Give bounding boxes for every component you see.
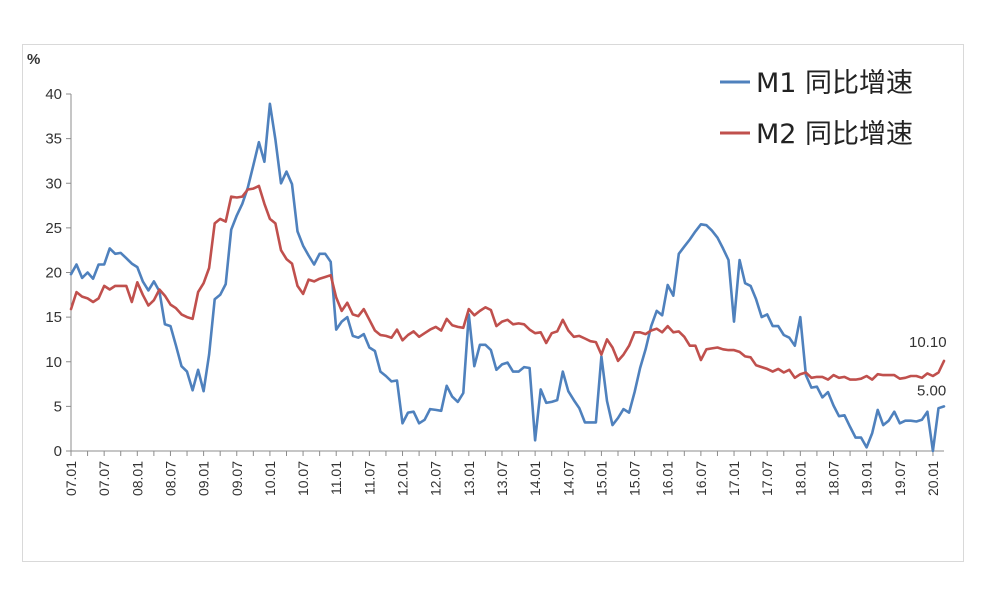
x-tick-label: 18.01 — [792, 461, 808, 496]
x-tick-label: 09.07 — [229, 461, 245, 496]
legend: M1 同比增速 M2 同比增速 — [720, 68, 913, 150]
x-tick-label: 13.07 — [494, 461, 510, 496]
x-tick-label: 10.01 — [262, 461, 278, 496]
y-tick-label: 0 — [54, 443, 62, 460]
x-tick-label: 19.07 — [892, 461, 908, 496]
y-axis-ticks: 0 5 10 15 20 25 30 35 40 — [45, 86, 71, 460]
legend-label-m2: M2 同比增速 — [756, 119, 913, 150]
x-tick-label: 19.01 — [859, 461, 875, 496]
y-tick-label: 5 — [54, 398, 62, 415]
x-tick-label: 20.01 — [925, 461, 941, 496]
y-tick-label: 15 — [45, 309, 62, 326]
x-tick-label: 14.01 — [527, 461, 543, 496]
x-tick-label: 10.07 — [295, 461, 311, 496]
series-lines — [69, 102, 946, 453]
x-tick-label: 16.07 — [693, 461, 709, 496]
x-tick-label: 11.07 — [361, 461, 377, 495]
x-axis-ticks: 07.01 07.07 08.01 08.07 09.01 09.07 10.01 10.07… — [63, 451, 941, 496]
x-tick-label: 16.01 — [660, 461, 676, 496]
y-tick-label: 30 — [45, 175, 62, 192]
x-tick-label: 07.01 — [63, 461, 79, 496]
x-tick-label: 17.07 — [759, 461, 775, 496]
y-tick-label: 25 — [45, 220, 62, 237]
x-tick-label: 17.01 — [726, 461, 742, 496]
y-tick-label: 10 — [45, 354, 62, 371]
x-tick-label: 18.07 — [825, 461, 841, 496]
x-tick-label: 12.01 — [395, 461, 411, 496]
x-tick-label: 07.07 — [96, 461, 112, 496]
x-tick-label: 08.01 — [129, 461, 145, 496]
legend-label-m1: M1 同比增速 — [756, 68, 913, 99]
y-tick-label: 40 — [45, 86, 62, 103]
x-tick-label: 12.07 — [428, 461, 444, 496]
y-axis-unit-label: % — [27, 51, 40, 68]
x-tick-label: 14.07 — [560, 461, 576, 496]
x-tick-label: 11.01 — [328, 461, 344, 495]
x-tick-label: 09.01 — [196, 461, 212, 496]
chart-frame — [22, 44, 964, 562]
y-tick-label: 35 — [45, 131, 62, 148]
x-tick-label: 15.01 — [593, 461, 609, 496]
x-tick-label: 08.07 — [162, 461, 178, 496]
series-line-m1 — [69, 102, 946, 453]
series-line-m2 — [69, 184, 946, 381]
x-tick-label: 15.07 — [627, 461, 643, 496]
y-tick-label: 20 — [45, 265, 62, 282]
annotations: 10.10 5.00 — [909, 334, 947, 400]
end-value-label-0: 10.10 — [909, 334, 947, 351]
end-value-label-1: 5.00 — [917, 382, 946, 399]
x-tick-label: 13.01 — [461, 461, 477, 496]
